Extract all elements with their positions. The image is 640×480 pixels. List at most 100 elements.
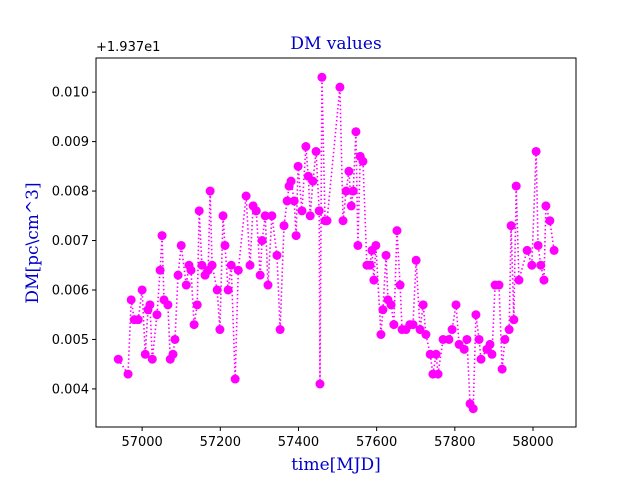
data-point xyxy=(241,191,251,201)
data-point xyxy=(155,265,165,275)
data-point xyxy=(381,250,391,260)
plot-frame xyxy=(95,57,577,428)
data-point xyxy=(317,72,327,82)
data-point xyxy=(152,310,162,320)
data-point xyxy=(511,181,521,191)
data-point xyxy=(173,270,183,280)
data-point xyxy=(223,285,233,295)
data-point xyxy=(260,211,270,221)
data-point xyxy=(539,275,549,285)
data-point xyxy=(386,300,396,310)
data-point xyxy=(137,285,147,295)
data-point xyxy=(395,280,405,290)
data-point xyxy=(545,216,555,226)
y-tick-label: 0.009 xyxy=(52,135,89,150)
data-point xyxy=(168,349,178,359)
data-point xyxy=(376,330,386,340)
data-point xyxy=(218,211,228,221)
data-point xyxy=(497,364,507,374)
data-point xyxy=(286,176,296,186)
data-point xyxy=(282,196,292,206)
data-point xyxy=(255,270,265,280)
data-point xyxy=(468,404,478,414)
data-point xyxy=(415,325,425,335)
chart-title: DM values xyxy=(290,34,381,54)
data-point xyxy=(192,300,202,310)
data-point xyxy=(506,221,516,231)
x-tick-label: 58000 xyxy=(512,435,553,450)
data-point xyxy=(353,240,363,250)
data-point xyxy=(514,275,524,285)
data-point xyxy=(291,231,301,241)
data-point xyxy=(197,260,207,270)
y-offset-text: +1.937e1 xyxy=(96,40,160,55)
data-point xyxy=(335,82,345,92)
data-point xyxy=(279,221,289,231)
data-point xyxy=(447,325,457,335)
data-point xyxy=(389,320,399,330)
data-point xyxy=(365,260,375,270)
data-point xyxy=(230,374,240,384)
data-point xyxy=(207,260,217,270)
data-point xyxy=(133,315,143,325)
data-point xyxy=(487,349,497,359)
data-point xyxy=(140,349,150,359)
data-point xyxy=(314,206,324,216)
data-point xyxy=(123,369,133,379)
y-tick-label: 0.008 xyxy=(52,185,89,200)
data-point xyxy=(444,334,454,344)
data-point xyxy=(408,320,418,330)
data-point xyxy=(145,300,155,310)
data-point xyxy=(297,206,307,216)
data-point xyxy=(459,344,469,354)
x-tick-label: 57400 xyxy=(278,435,319,450)
data-point xyxy=(186,265,196,275)
data-point xyxy=(341,186,351,196)
data-point xyxy=(421,330,431,340)
y-tick-label: 0.010 xyxy=(52,86,89,101)
data-point xyxy=(451,300,461,310)
data-point xyxy=(504,325,514,335)
data-point xyxy=(348,186,358,196)
x-tick-label: 57200 xyxy=(200,435,241,450)
data-point xyxy=(170,334,180,344)
data-point xyxy=(205,186,215,196)
data-point xyxy=(267,211,277,221)
y-tick-label: 0.006 xyxy=(52,283,89,298)
data-point xyxy=(527,260,537,270)
data-point xyxy=(358,156,368,166)
data-point xyxy=(226,260,236,270)
data-point xyxy=(305,211,315,221)
x-tick-label: 57800 xyxy=(434,435,475,450)
data-point xyxy=(220,240,230,250)
data-point xyxy=(533,240,543,250)
data-point xyxy=(351,127,361,137)
data-point xyxy=(433,369,443,379)
data-point xyxy=(509,315,519,325)
data-point xyxy=(215,325,225,335)
data-point xyxy=(176,240,186,250)
y-tick-label: 0.004 xyxy=(52,382,89,397)
data-point xyxy=(338,216,348,226)
data-point xyxy=(301,142,311,152)
y-axis-label: DM[pc\cm^3] xyxy=(23,182,43,303)
data-point xyxy=(245,260,255,270)
data-point xyxy=(311,146,321,156)
data-point xyxy=(378,305,388,315)
data-point xyxy=(308,176,318,186)
data-point xyxy=(476,354,486,364)
data-point xyxy=(344,166,354,176)
data-point xyxy=(272,250,282,260)
data-point xyxy=(494,280,504,290)
data-point xyxy=(147,354,157,364)
data-point xyxy=(531,146,541,156)
data-point xyxy=(474,334,484,344)
x-tick-label: 57600 xyxy=(356,435,397,450)
data-point xyxy=(163,300,173,310)
data-point xyxy=(485,339,495,349)
data-point xyxy=(536,260,546,270)
data-point xyxy=(113,354,123,364)
x-tick-label: 57000 xyxy=(121,435,162,450)
